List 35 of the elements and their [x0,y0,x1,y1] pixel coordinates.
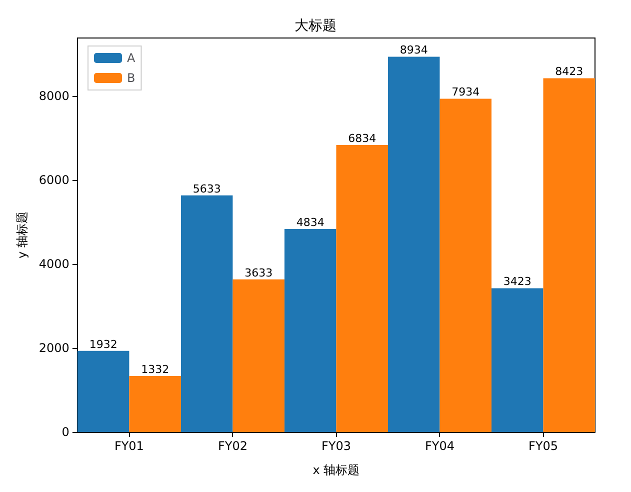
data-label: 5633 [192,182,221,196]
x-tick-label: FY05 [528,439,558,453]
bar [440,98,492,432]
bar [491,288,544,432]
x-tick-label: FY03 [321,439,351,453]
data-label: 8423 [555,65,584,78]
y-tick-label: 6000 [38,172,70,187]
data-label: 7934 [452,86,480,99]
bar [180,195,233,432]
x-tick-label: FY02 [218,439,248,453]
y-tick-label: 4000 [38,256,70,271]
bar [388,56,440,432]
data-label: 8934 [400,44,428,57]
bar [543,78,595,432]
y-tick-label: 2000 [38,340,70,355]
bar [284,228,336,432]
data-label: 3423 [503,275,532,288]
data-label: 1332 [141,363,170,376]
x-tick-label: FY04 [424,439,454,453]
bar [232,279,284,432]
data-label: 3633 [244,266,273,280]
bar [77,350,130,432]
legend-label: B [127,71,136,85]
chart-title: 大标题 [294,18,336,34]
data-label: 4834 [296,216,324,229]
x-tick-label: FY01 [114,439,144,453]
y-axis-title: y 轴标题 [15,212,29,258]
y-tick-label: 0 [62,425,70,439]
data-label: 1932 [89,338,118,351]
legend-label: A [127,51,136,65]
bar [336,144,388,432]
y-tick-label: 8000 [38,88,70,103]
data-label: 6834 [348,132,376,145]
x-axis-title: x 轴标题 [312,463,360,477]
bar [129,376,181,432]
